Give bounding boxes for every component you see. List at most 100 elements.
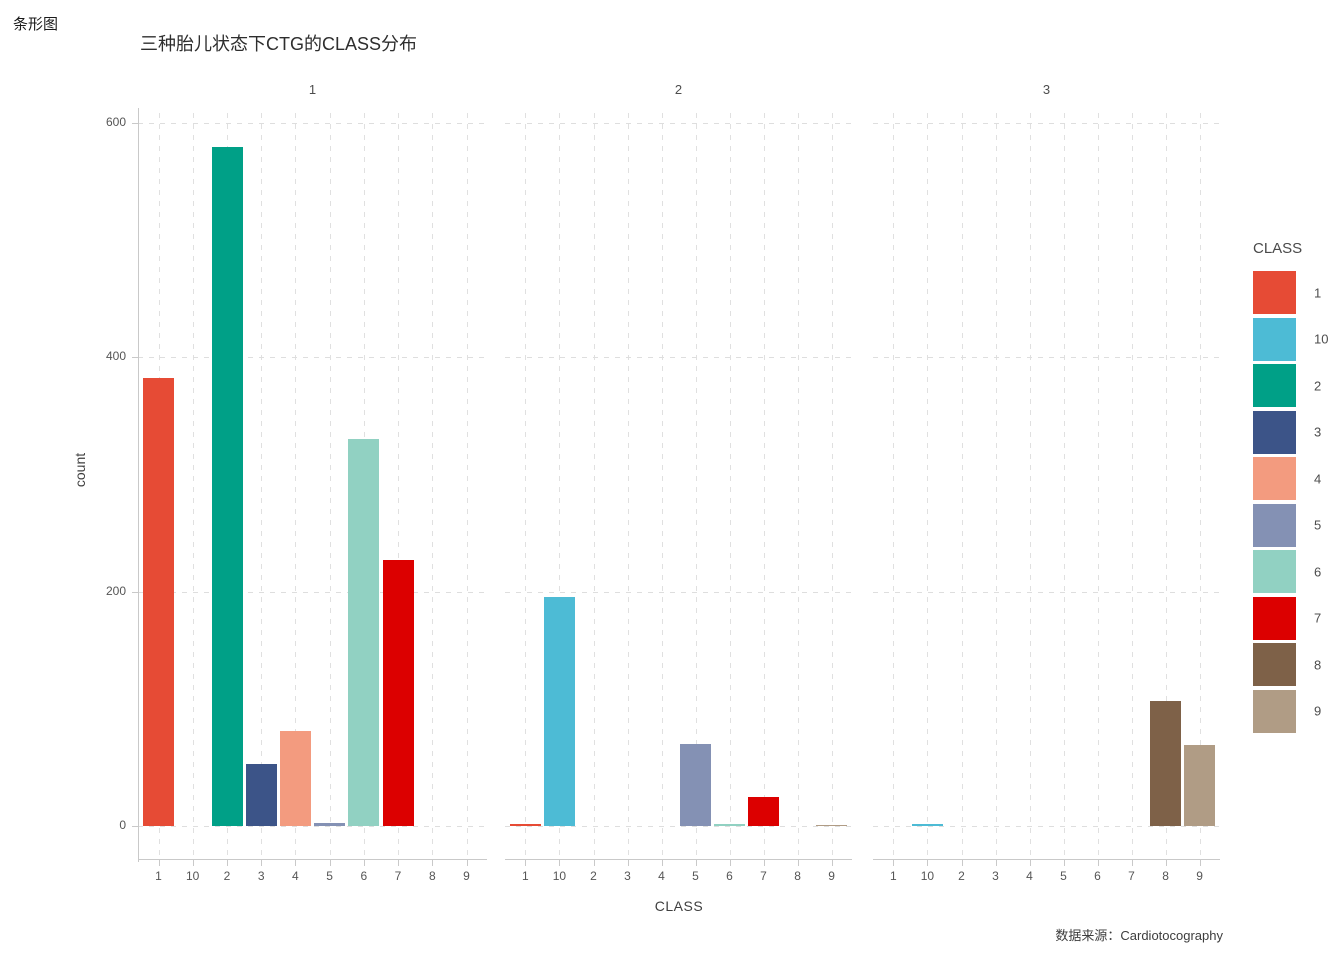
x-tick-label: 4 [1026, 869, 1033, 883]
x-tick-label: 5 [1060, 869, 1067, 883]
bar-facet1-class1 [143, 378, 174, 826]
bar-facet1-class3 [245, 763, 277, 826]
legend-item: 7 [1253, 596, 1344, 640]
gridline-y [138, 357, 487, 359]
x-tick [261, 860, 263, 866]
legend-items: 1 10 2 3 4 5 6 7 8 9 [1253, 271, 1328, 736]
gridline-x [1199, 113, 1201, 859]
bar-facet3-class10 [911, 823, 943, 826]
facet-panel [138, 113, 487, 859]
facet-label: 3 [1042, 82, 1051, 97]
gridline-x [961, 113, 963, 859]
x-tick-label: 3 [992, 869, 999, 883]
gridline-x [893, 113, 895, 859]
x-tick-label: 5 [692, 869, 699, 883]
x-tick [329, 860, 331, 866]
y-tick-label: 400 [105, 349, 126, 364]
x-tick [1165, 860, 1167, 866]
gridline-x [329, 113, 331, 859]
bar-facet1-class7 [382, 559, 414, 826]
x-tick-label: 7 [394, 869, 402, 883]
x-tick-label: 1 [522, 869, 529, 883]
x-tick-label: 2 [958, 869, 965, 883]
gridline-x [559, 113, 561, 859]
bar-facet1-class5 [314, 822, 346, 826]
x-tick-label: 9 [463, 869, 470, 883]
x-tick [192, 860, 194, 866]
x-tick [661, 860, 663, 866]
page-title: 条形图 [13, 16, 59, 33]
x-tick [559, 860, 561, 866]
legend: CLASS 1 10 2 3 4 5 6 7 8 9 [1253, 240, 1328, 736]
legend-item: 9 [1253, 689, 1344, 733]
legend-item: 8 [1253, 643, 1344, 686]
x-tick-label: 3 [624, 869, 631, 883]
gridline-x [695, 113, 697, 859]
gridline-x [525, 113, 527, 859]
x-axis-title: CLASS [654, 898, 704, 914]
x-tick-label: 6 [1094, 869, 1101, 883]
legend-entry-label: 8 [1314, 657, 1322, 672]
bar-facet2-class6 [714, 823, 745, 826]
bar-facet2-class7 [748, 796, 779, 826]
x-tick [1097, 860, 1099, 866]
chart-title: 三种胎儿状态下CTG的CLASS分布 [140, 34, 418, 54]
gridline-y [138, 826, 487, 827]
legend-entry-label: 3 [1314, 424, 1322, 440]
y-tick-label: 200 [105, 583, 126, 598]
legend-swatch [1253, 457, 1296, 500]
bar-facet2-class10 [543, 597, 575, 826]
legend-swatch [1253, 271, 1296, 314]
x-tick-label: 2 [590, 869, 597, 883]
x-tick [1131, 860, 1133, 866]
legend-item: 4 [1253, 457, 1344, 500]
legend-item: 2 [1253, 364, 1344, 407]
bar-facet1-class2 [211, 147, 243, 826]
x-tick [227, 860, 228, 866]
gridline-y [873, 591, 1220, 593]
bar-facet1-class6 [348, 439, 380, 826]
gridline-x [627, 113, 629, 859]
gridline-y [138, 591, 487, 593]
chart-caption: 数据来源：Cardiotocography [1055, 928, 1223, 943]
gridline-y [873, 826, 1220, 827]
gridline-x [398, 113, 399, 859]
x-tick [927, 860, 929, 866]
x-tick-label: 9 [1196, 869, 1203, 883]
x-tick-label: 6 [360, 869, 368, 883]
gridline-x [1165, 113, 1167, 859]
x-tick [961, 860, 963, 866]
legend-swatch [1253, 643, 1296, 686]
facet-panel [873, 113, 1220, 859]
gridline-y [873, 122, 1220, 124]
x-tick [995, 860, 997, 866]
x-tick [158, 860, 160, 866]
x-tick-label: 8 [1162, 869, 1169, 883]
gridline-x [763, 113, 765, 859]
y-tick [132, 591, 138, 593]
gridline-x [995, 113, 997, 859]
gridline-x [261, 113, 263, 859]
gridline-x [927, 113, 929, 859]
x-tick-label: 10 [186, 869, 200, 883]
x-tick-label: 5 [326, 869, 333, 883]
legend-swatch [1253, 503, 1296, 547]
x-tick [1063, 860, 1065, 866]
x-axis-line [138, 859, 487, 860]
y-axis-title: count [72, 452, 88, 488]
gridline-x [831, 113, 833, 859]
x-tick [295, 860, 297, 866]
y-tick-label: 600 [105, 114, 126, 129]
gridline-x [1131, 113, 1133, 859]
legend-swatch [1253, 550, 1296, 593]
y-tick [132, 826, 138, 827]
facet-panel [505, 113, 852, 859]
legend-entry-label: 2 [1314, 378, 1322, 393]
gridline-y [505, 591, 852, 593]
x-axis-line [505, 859, 852, 860]
gridline-y [873, 357, 1220, 359]
legend-entry-label: 9 [1314, 703, 1322, 719]
x-tick-label: 4 [292, 869, 299, 883]
bar-facet2-class1 [509, 823, 541, 826]
legend-swatch [1253, 364, 1296, 407]
